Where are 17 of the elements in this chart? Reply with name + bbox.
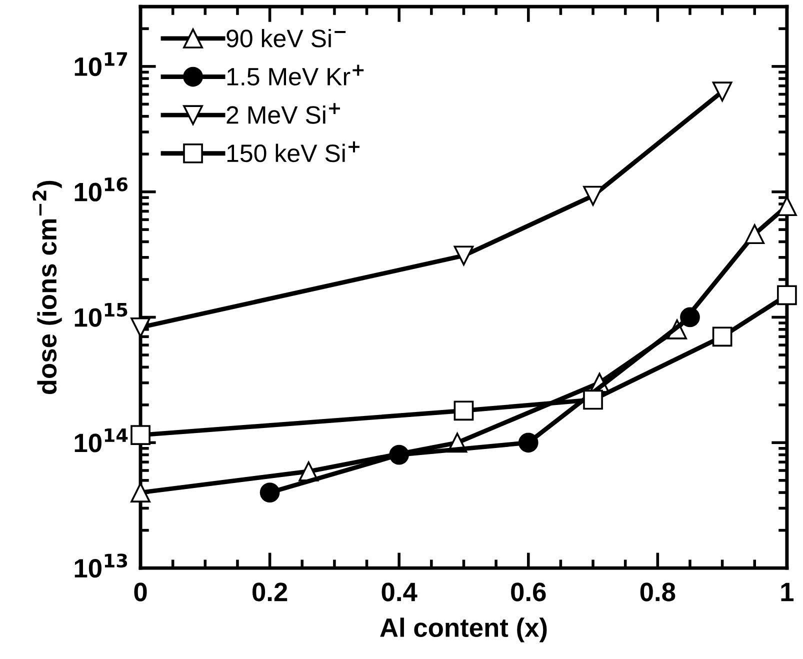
x-tick-label: 0 — [134, 582, 147, 602]
legend-label: 90 keV Si$^{−}$ — [226, 28, 346, 48]
x-tick-label: 0.8 — [640, 582, 676, 602]
x-tick-label: 0.4 — [382, 582, 418, 602]
y-tick-label: 10$^{13}$ — [74, 554, 128, 578]
x-tick-label: 1 — [781, 582, 794, 602]
y-tick-label: 10$^{16}$ — [74, 177, 128, 202]
y-axis-title: dose (ions cm$^{−2}$) — [32, 180, 62, 394]
y-tick-label: 10$^{14}$ — [74, 428, 128, 452]
legend-label: 150 keV Si$^{+}$ — [227, 141, 360, 162]
y-tick-label: 10$^{15}$ — [74, 303, 128, 327]
x-tick-label: 0.2 — [252, 582, 288, 602]
legend-label: 1.5 MeV Kr$^{+}$ — [227, 64, 364, 86]
y-tick-label: 10$^{17}$ — [74, 52, 128, 76]
x-axis-title: Al content (x) — [380, 618, 547, 642]
legend-label: 2 MeV Si$^{+}$ — [226, 103, 340, 124]
x-tick-label: 0.6 — [511, 582, 546, 602]
